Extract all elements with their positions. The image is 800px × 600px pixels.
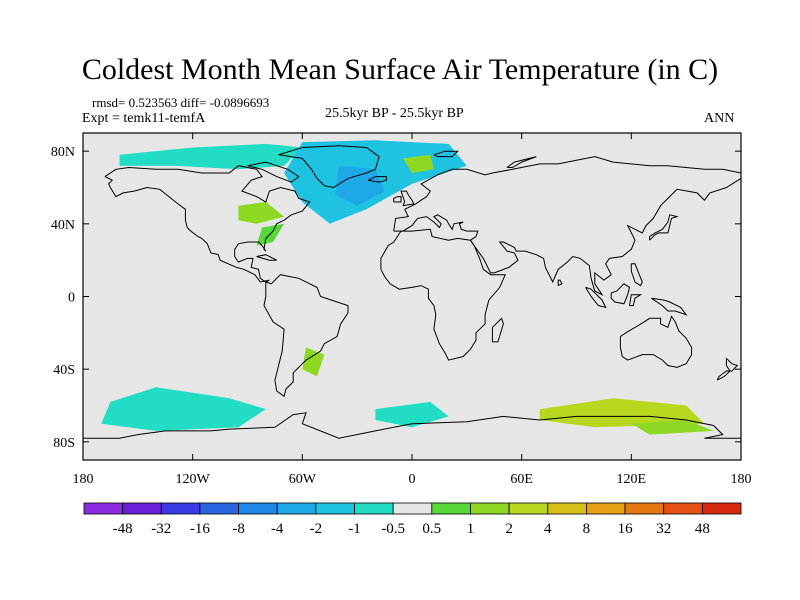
colorbar-swatch [122, 502, 162, 515]
colorbar-swatch [238, 502, 278, 515]
x-tick-label: 180 [73, 472, 94, 487]
colorbar-label: -4 [271, 521, 284, 537]
coastline-sri-lanka [557, 279, 563, 287]
anomaly-southern-ocean-atlantic [375, 401, 449, 428]
x-tick-label: 60E [510, 472, 533, 487]
colorbar-swatch [354, 502, 394, 515]
colorbar-swatch [431, 502, 471, 515]
colorbar-swatch [624, 502, 665, 515]
coastline-ireland [393, 196, 402, 203]
colorbar-label: -0.5 [381, 521, 405, 537]
anomaly-southern-ocean-indian-warming [539, 398, 705, 428]
x-tick-label: 120E [617, 472, 647, 487]
coastline-british-isles [400, 190, 415, 207]
coastline-australia [619, 315, 693, 368]
anomaly-eastern-north-america-warming [256, 223, 285, 246]
x-tick-label: 180 [731, 472, 752, 487]
colorbar-label: 32 [656, 521, 671, 537]
colorbar-label: 4 [544, 521, 552, 537]
anomaly-layer [101, 140, 714, 435]
coastline-japan [649, 214, 679, 241]
coastline-iceland [367, 176, 387, 183]
anomaly-antarctic-warming-east [631, 420, 714, 435]
colorbar-label: 2 [505, 521, 513, 537]
coastline-madagascar [491, 317, 504, 343]
colorbar-swatch [392, 502, 433, 515]
coastline-cuba [256, 254, 277, 261]
colorbar-label: -32 [151, 521, 171, 537]
anomaly-europe-arctic-warming [402, 154, 434, 173]
colorbar-swatch [701, 502, 742, 515]
coastline-new-zealand-south [716, 370, 732, 381]
y-tick-label: 40S [53, 363, 75, 378]
anomaly-north-america-warming [238, 202, 285, 224]
x-tick-label: 60W [289, 472, 317, 487]
colorbar-swatch [276, 502, 317, 515]
stats-line: rmsd= 0.523563 diff= -0.0896693 [92, 95, 270, 110]
colorbar-label: -48 [113, 521, 133, 537]
coastline-south-america [263, 274, 349, 398]
coastline-sulawesi [629, 294, 643, 307]
colorbar-label: 8 [583, 521, 591, 537]
colorbar-label: -1 [348, 521, 361, 537]
colorbar-swatch [508, 502, 549, 515]
colorbar-swatch [199, 502, 239, 515]
y-tick-label: 0 [68, 291, 75, 306]
coastline-antarctica [83, 412, 741, 439]
colorbar-swatch [663, 502, 703, 515]
coastline-svalbard [433, 150, 459, 158]
coastline-africa [380, 228, 506, 361]
colorbar-swatch [315, 502, 355, 515]
period-label: 25.5kyr BP - 25.5kyr BP [325, 106, 464, 121]
coastline-north-america [104, 165, 311, 283]
coastline-baffin [247, 161, 300, 183]
map-title: Coldest Month Mean Surface Air Temperatu… [81, 53, 719, 86]
coastline-philippines [630, 263, 643, 287]
colorbar-swatch [547, 502, 587, 515]
coastline-sumatra [585, 286, 607, 309]
y-tick-label: 80N [51, 145, 75, 160]
colorbar: -48 -32 -16 -8 -4 -2 -1 -0.5 0.5 1 2 4 8 16 32 48 [83, 502, 742, 537]
colorbar-label: 1 [467, 521, 475, 537]
anomaly-arctic-north-america [119, 143, 303, 170]
colorbar-label: 0.5 [422, 521, 441, 537]
colorbar-label: 48 [695, 521, 710, 537]
colorbar-label: -2 [310, 521, 323, 537]
colorbar-label: -8 [232, 521, 245, 537]
colorbar-label: -16 [190, 521, 210, 537]
x-tick-label: 120W [176, 472, 211, 487]
colorbar-swatch [83, 502, 124, 515]
experiment-line: Expt = temk11-temfA [82, 111, 206, 126]
coastline-borneo [610, 283, 631, 305]
anomaly-south-america-warming [302, 347, 325, 377]
colorbar-swatch [586, 502, 626, 515]
coastline-layer [83, 145, 741, 439]
x-tick-label: 0 [409, 472, 416, 487]
colorbar-swatch [470, 502, 510, 515]
axis-ticks: 180 120W 60W 0 60E 120E 180 80N 40N 0 40S 80S [51, 133, 752, 487]
y-tick-label: 80S [53, 436, 75, 451]
coastline-new-guinea [651, 297, 688, 316]
colorbar-swatch [160, 502, 201, 515]
coastline-new-zealand [725, 357, 739, 372]
colorbar-label: 16 [618, 521, 634, 537]
anomaly-north-atlantic-core [335, 165, 385, 206]
coastline-novaya-zemlya [506, 156, 537, 168]
season-label: ANN [704, 111, 735, 126]
y-tick-label: 40N [51, 218, 75, 233]
coastline-greenland [278, 145, 380, 189]
coastline-eurasia [393, 156, 741, 296]
anomaly-southern-ocean-pacific [101, 387, 266, 431]
